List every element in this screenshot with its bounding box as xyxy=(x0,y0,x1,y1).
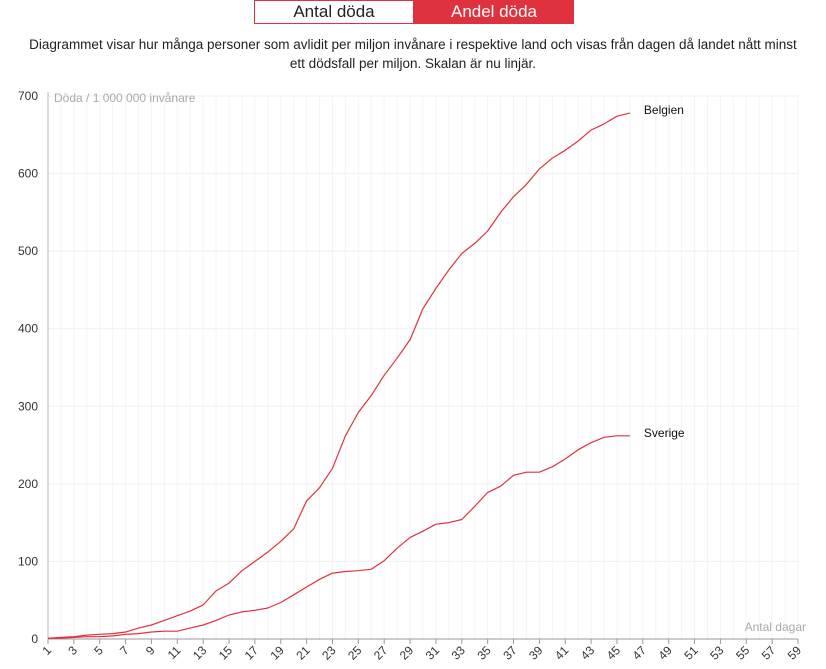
x-tick-label: 9 xyxy=(143,643,158,658)
x-tick-label: 45 xyxy=(604,643,624,663)
series: Belgien Sverige xyxy=(47,103,685,639)
series-line-belgien xyxy=(47,112,631,639)
x-tick-label: 43 xyxy=(578,643,598,663)
x-tick-label: 23 xyxy=(319,643,339,663)
x-tick-label: 49 xyxy=(655,643,675,663)
x-tick-label: 17 xyxy=(242,643,262,663)
series-line-sverige xyxy=(48,435,630,639)
x-tick-label: 27 xyxy=(371,643,391,663)
y-axis-title: Döda / 1 000 000 invånare xyxy=(54,91,196,105)
view-toggle: Antal döda Andel döda xyxy=(254,0,574,24)
y-tick-label: 100 xyxy=(18,554,38,568)
x-tick-label: 47 xyxy=(630,643,650,663)
x-tick-label: 53 xyxy=(707,643,727,663)
x-tick-label: 13 xyxy=(190,643,210,663)
x-tick-label: 33 xyxy=(449,643,469,663)
y-tick-label: 0 xyxy=(31,632,38,646)
x-tick-label: 25 xyxy=(345,643,365,663)
tab-andel-doda[interactable]: Andel döda xyxy=(414,0,574,24)
x-tick-label: 21 xyxy=(293,643,313,663)
x-tick-label: 57 xyxy=(759,643,779,663)
x-tick-label: 11 xyxy=(165,643,184,662)
series-label-belgien: Belgien xyxy=(644,103,684,117)
tab-antal-doda[interactable]: Antal döda xyxy=(254,0,414,24)
x-tick-label: 39 xyxy=(526,643,546,663)
y-tick-label: 600 xyxy=(18,167,38,181)
x-tick-label: 5 xyxy=(91,643,106,658)
x-tick-label: 37 xyxy=(500,643,520,663)
series-label-sverige: Sverige xyxy=(644,426,685,440)
x-tick-label: 31 xyxy=(423,643,443,663)
grid xyxy=(47,95,799,640)
x-axis-title: Antal dagar xyxy=(745,620,806,634)
y-tick-label: 500 xyxy=(18,244,38,258)
x-tick-label: 7 xyxy=(117,643,132,658)
x-tick-label: 51 xyxy=(681,643,701,663)
x-tick-label: 59 xyxy=(785,643,805,663)
x-tick-label: 1 xyxy=(39,643,54,658)
x-tick-label: 15 xyxy=(216,643,236,663)
x-tick-label: 3 xyxy=(65,643,80,658)
y-tick-label: 200 xyxy=(18,477,38,491)
y-tick-label: 700 xyxy=(18,89,38,103)
y-tick-label: 300 xyxy=(18,399,38,413)
chart-description: Diagrammet visar hur många personer som … xyxy=(29,37,797,71)
x-tick-label: 35 xyxy=(474,643,494,663)
y-tick-label: 400 xyxy=(18,322,38,336)
x-tick-label: 55 xyxy=(733,643,753,663)
x-tick-label: 29 xyxy=(397,643,417,663)
x-tick-label: 19 xyxy=(268,643,288,663)
x-tick-label: 41 xyxy=(552,643,572,663)
